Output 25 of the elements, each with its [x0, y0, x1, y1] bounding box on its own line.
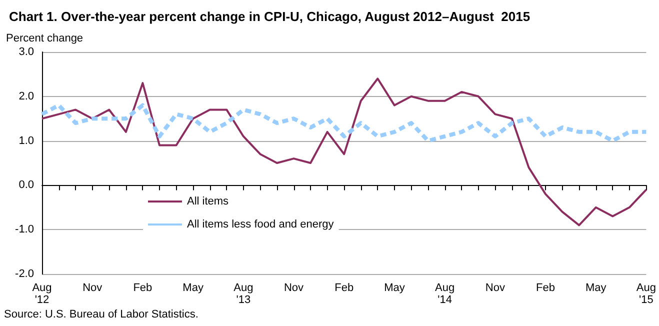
y-tick-label: 0.0: [18, 179, 34, 192]
x-tick-label: May: [182, 282, 204, 294]
x-tick-label: Aug '13: [234, 282, 254, 306]
line-series: [40, 103, 648, 143]
source-note: Source: U.S. Bureau of Labor Statistics.: [4, 308, 198, 320]
y-tick-label: -2.0: [15, 268, 34, 280]
x-tick-label: May: [585, 282, 607, 294]
x-tick-label: Feb: [536, 282, 555, 294]
x-tick-label: Feb: [133, 282, 152, 294]
y-tick-label: 2.0: [18, 90, 34, 102]
y-tick-label: -1.0: [15, 224, 34, 236]
legend-label: All items less food and energy: [187, 218, 334, 230]
x-tick-label: Feb: [334, 282, 354, 294]
x-tick-label: Aug '12: [32, 282, 52, 306]
y-axis-title: Percent change: [6, 32, 84, 44]
legend-label: All items: [187, 196, 230, 208]
x-tick-label: Aug '14: [435, 282, 455, 306]
x-tick-label: Aug '15: [636, 282, 656, 306]
x-tick-label: May: [384, 282, 406, 294]
chart-title: Chart 1. Over-the-year percent change in CPI-U, Chicago, August 2012–August 2015: [9, 9, 530, 24]
x-tick-label: Nov: [485, 282, 506, 294]
x-tick-label: Nov: [284, 282, 304, 294]
y-tick-label: 3.0: [18, 46, 34, 58]
x-tick-label: Nov: [82, 282, 103, 294]
y-tick-label: 1.0: [18, 134, 34, 147]
